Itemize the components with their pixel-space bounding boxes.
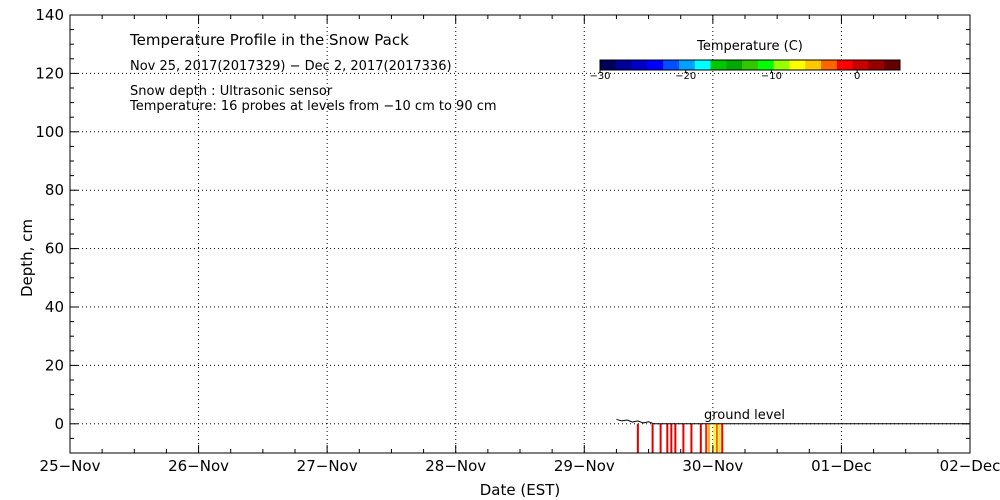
- x-tick-label: 27−Nov: [297, 457, 358, 475]
- colorbar-segment: [742, 60, 759, 70]
- temperature-column: [715, 423, 718, 453]
- temperature-column: [659, 423, 662, 453]
- colorbar-segment: [884, 60, 901, 70]
- chart-title: Temperature Profile in the Snow Pack: [129, 31, 409, 49]
- colorbar-segment: [694, 60, 712, 70]
- colorbar-segment: [773, 60, 790, 70]
- colorbar-segment: [836, 60, 854, 70]
- temperature-column: [690, 423, 693, 453]
- annotation-temperature: Temperature: 16 probes at levels from −1…: [129, 99, 497, 114]
- plot-frame: [69, 14, 971, 454]
- temperature-column: [682, 423, 685, 453]
- colorbar-segment: [615, 60, 633, 70]
- x-tick-label: 28−Nov: [425, 457, 486, 475]
- temperature-column: [707, 423, 710, 453]
- y-tick-label: 0: [54, 415, 64, 433]
- x-tick-label: 30−Nov: [682, 457, 743, 475]
- colorbar-segment: [600, 60, 617, 70]
- x-tick-label: 26−Nov: [168, 457, 229, 475]
- temperature-column: [705, 423, 708, 453]
- colorbar-segment: [805, 60, 822, 70]
- colorbar-frame: [599, 59, 901, 71]
- colorbar-segment: [821, 60, 838, 70]
- y-tick-label: 100: [35, 123, 64, 141]
- x-tick-label: 01−Dec: [811, 457, 872, 475]
- temperature-column: [721, 423, 724, 453]
- annotation-snow-depth: Snow depth : Ultrasonic sensor: [130, 84, 333, 99]
- axis-ticks: 25−Nov 26−Nov 27−Nov 28−Nov 29−Nov 30−Nov 01−D…: [35, 6, 1000, 475]
- y-axis-title: Depth, cm: [18, 219, 36, 297]
- colorbar-segment: [663, 60, 680, 70]
- temperature-column: [636, 423, 639, 453]
- y-tick-label: 60: [45, 240, 64, 258]
- temperature-column: [670, 423, 673, 453]
- x-tick-label: 25−Nov: [40, 457, 101, 475]
- temperature-column: [718, 423, 721, 453]
- y-tick-label: 80: [45, 181, 64, 199]
- grid-lines: [70, 15, 970, 453]
- y-tick-label: 20: [45, 356, 64, 374]
- colorbar-segment: [726, 60, 743, 70]
- y-tick-label: 120: [35, 64, 64, 82]
- x-axis-title: Date (EST): [480, 481, 561, 499]
- colorbar-segment: [678, 60, 696, 70]
- colorbar-segment: [789, 60, 806, 70]
- colorbar-tick-label: −30: [589, 71, 610, 82]
- temperature-column: [651, 423, 654, 453]
- colorbar-segment: [631, 60, 648, 70]
- y-tick-label: 140: [35, 6, 64, 24]
- y-tick-label: 40: [45, 298, 64, 316]
- temperature-column: [674, 423, 677, 453]
- colorbar-segment: [868, 60, 885, 70]
- snow-depth-trace: [616, 418, 970, 425]
- temperature-colorbar: Temperature (C) −30 −20 −10 0: [589, 39, 901, 82]
- colorbar-tick-label: −10: [761, 71, 782, 82]
- colorbar-tick-label: 0: [854, 71, 860, 82]
- chart-subtitle: Nov 25, 2017(2017329) − Dec 2, 2017(2017…: [130, 59, 452, 74]
- temperature-column: [713, 423, 716, 453]
- ground-level-label: ground level: [704, 408, 785, 423]
- colorbar-title: Temperature (C): [696, 39, 803, 54]
- x-tick-label: 02−Dec: [940, 457, 1000, 475]
- temperature-column: [699, 423, 702, 453]
- colorbar-segments: [600, 60, 901, 70]
- snow-depth-line: [616, 418, 655, 425]
- colorbar-segment: [710, 60, 727, 70]
- x-tick-label: 29−Nov: [554, 457, 615, 475]
- colorbar-ticks: −30 −20 −10 0: [589, 70, 860, 82]
- temperature-column: [666, 423, 669, 453]
- colorbar-tick-label: −20: [675, 71, 696, 82]
- colorbar-segment: [757, 60, 775, 70]
- colorbar-segment: [852, 60, 869, 70]
- colorbar-segment: [647, 60, 664, 70]
- temperature-columns: [636, 423, 724, 453]
